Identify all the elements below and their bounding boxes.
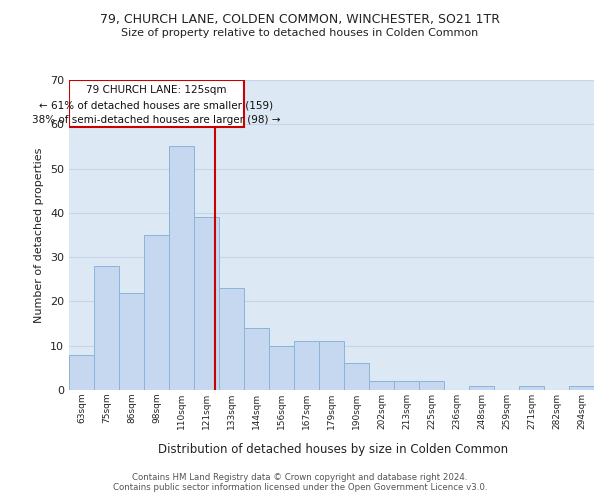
Bar (94, 266, 119, 390)
Text: Distribution of detached houses by size in Colden Common: Distribution of detached houses by size … (158, 442, 508, 456)
Bar (169, 146, 194, 390)
Bar (394, 381, 419, 390)
Bar (419, 381, 444, 390)
Bar (294, 342, 319, 390)
Bar (369, 381, 394, 390)
Text: 79, CHURCH LANE, COLDEN COMMON, WINCHESTER, SO21 1TR: 79, CHURCH LANE, COLDEN COMMON, WINCHEST… (100, 12, 500, 26)
Bar (144, 235, 169, 390)
Text: Contains HM Land Registry data © Crown copyright and database right 2024.
Contai: Contains HM Land Registry data © Crown c… (113, 473, 487, 492)
Text: ← 61% of detached houses are smaller (159): ← 61% of detached houses are smaller (15… (40, 100, 274, 110)
Bar (69, 354, 94, 390)
Text: 38% of semi-detached houses are larger (98) →: 38% of semi-detached houses are larger (… (32, 115, 281, 125)
Bar (244, 328, 269, 390)
Bar (194, 218, 219, 390)
Bar (69, 80, 244, 126)
Bar (569, 386, 594, 390)
Bar (469, 386, 494, 390)
Bar (119, 292, 144, 390)
Bar (519, 386, 544, 390)
Text: 79 CHURCH LANE: 125sqm: 79 CHURCH LANE: 125sqm (86, 84, 227, 94)
Bar (319, 342, 344, 390)
Y-axis label: Number of detached properties: Number of detached properties (34, 148, 44, 322)
Bar (269, 346, 294, 390)
Bar (219, 288, 244, 390)
Text: Size of property relative to detached houses in Colden Common: Size of property relative to detached ho… (121, 28, 479, 38)
Bar (344, 364, 369, 390)
